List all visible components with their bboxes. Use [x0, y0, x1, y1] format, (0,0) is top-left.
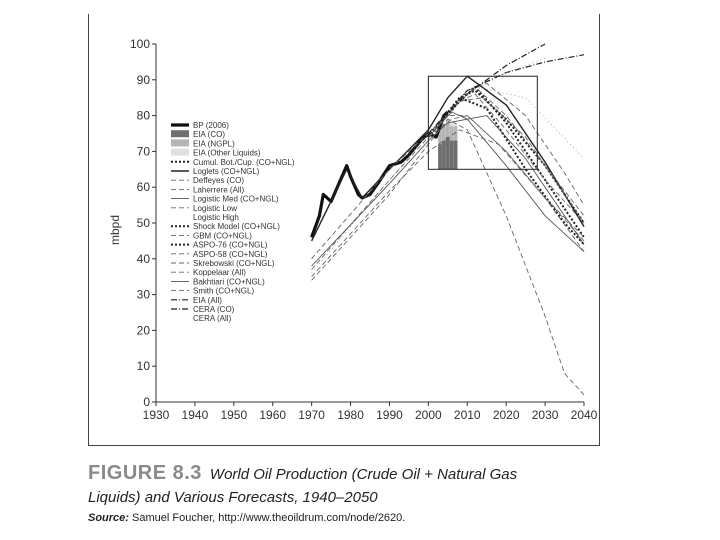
legend-label: EIA (CO)	[193, 130, 225, 139]
y-tick-label: 100	[130, 37, 150, 51]
legend-label: CERA (CO)	[193, 305, 235, 314]
legend-swatch	[171, 139, 189, 147]
series-line-14	[428, 115, 585, 238]
series-line-16	[428, 93, 585, 224]
legend: BP (2006)EIA (CO)EIA (NGPL)EIA (Other Li…	[171, 121, 295, 323]
figure-number: FIGURE 8.3	[88, 462, 202, 484]
legend-label: Skrebowski (CO+NGL)	[193, 259, 275, 268]
x-tick-label: 2010	[454, 408, 481, 422]
legend-label: EIA (All)	[193, 296, 222, 305]
zoom-box	[427, 75, 538, 170]
eia-bar	[438, 144, 442, 170]
series-lines	[310, 43, 585, 396]
legend-label: ASPO-76 (CO+NGL)	[193, 241, 268, 250]
legend-label: Shock Model (CO+NGL)	[193, 222, 280, 231]
figure-title-line1: World Oil Production (Crude Oil + Natura…	[209, 466, 518, 483]
series-line-15	[428, 86, 585, 217]
y-tick-label: 60	[137, 180, 151, 194]
x-tick-label: 1970	[298, 408, 325, 422]
legend-label: Loglets (CO+NGL)	[193, 167, 260, 176]
series-line-7	[311, 82, 585, 270]
legend-label: BP (2006)	[193, 121, 229, 130]
legend-label: EIA (Other Liquids)	[193, 149, 261, 158]
legend-label: Logistic High	[193, 213, 239, 222]
y-axis-label: mbpd	[108, 215, 122, 245]
x-tick-label: 1980	[337, 408, 364, 422]
legend-label: Deffeyes (CO)	[193, 176, 244, 185]
series-line-20	[427, 54, 585, 134]
x-tick-label: 1930	[143, 408, 170, 422]
series-line-21	[428, 57, 546, 134]
legend-label: Koppelaar (All)	[193, 268, 246, 277]
zoom-box-rect	[427, 75, 538, 170]
series-line-19	[427, 43, 546, 134]
x-tick-label: 1950	[220, 408, 247, 422]
legend-label: Cumul. Bot./Cup. (CO+NGL)	[193, 158, 295, 167]
y-tick-label: 50	[137, 216, 151, 230]
x-tick-label: 1960	[259, 408, 286, 422]
legend-label: CERA (All)	[193, 314, 232, 323]
y-tick-label: 90	[137, 73, 151, 87]
legend-label: EIA (NGPL)	[193, 139, 235, 148]
y-tick-label: 20	[137, 323, 151, 337]
legend-label: ASPO-58 (CO+NGL)	[193, 250, 268, 259]
x-tick-label: 2020	[493, 408, 520, 422]
legend-swatch	[171, 130, 189, 138]
source-label: Source:	[88, 512, 129, 524]
legend-label: Bakhtiari (CO+NGL)	[193, 277, 265, 286]
y-tick-label: 10	[137, 359, 151, 373]
series-line-9	[311, 129, 585, 278]
eia-bars	[438, 119, 458, 170]
series-line-12	[311, 118, 585, 396]
x-tick-label: 1940	[182, 408, 209, 422]
legend-swatch	[171, 148, 189, 156]
eia-bar	[445, 137, 450, 170]
x-tick-label: 2000	[415, 408, 442, 422]
x-tick-label: 2030	[532, 408, 559, 422]
legend-label: Smith (CO+NGL)	[193, 287, 254, 296]
eia-bar	[442, 140, 446, 170]
legend-label: GBM (CO+NGL)	[193, 231, 252, 240]
source-text: Samuel Foucher, http://www.theoildrum.co…	[132, 512, 406, 524]
series-line-5	[310, 75, 585, 242]
y-tick-label: 30	[137, 288, 151, 302]
x-tick-label: 1990	[376, 408, 403, 422]
y-tick-label: 0	[143, 395, 150, 409]
legend-label: Laherrere (All)	[193, 185, 244, 194]
series-line-18	[428, 97, 585, 224]
figure-source: Source: Samuel Foucher, http://www.theoi…	[88, 512, 688, 524]
y-tick-label: 80	[137, 109, 151, 123]
figure-title-line2: Liquids) and Various Forecasts, 1940–205…	[88, 489, 378, 506]
legend-label: Logistic Low	[193, 204, 237, 213]
eia-bar	[449, 140, 454, 170]
x-tick-label: 2040	[571, 408, 598, 422]
eia-bar	[453, 140, 458, 170]
figure-frame: 0 10 20 30 40 50 60 70 80 90 100 1930 1940 1950 1960 19…	[88, 14, 600, 446]
series-line-13	[427, 96, 585, 246]
y-tick-label: 40	[137, 252, 151, 266]
series-line-17	[428, 111, 585, 252]
y-tick-label: 70	[137, 144, 151, 158]
figure-caption: FIGURE 8.3 World Oil Production (Crude Oi…	[88, 462, 688, 524]
legend-label: Logistic Med (CO+NGL)	[193, 195, 279, 204]
